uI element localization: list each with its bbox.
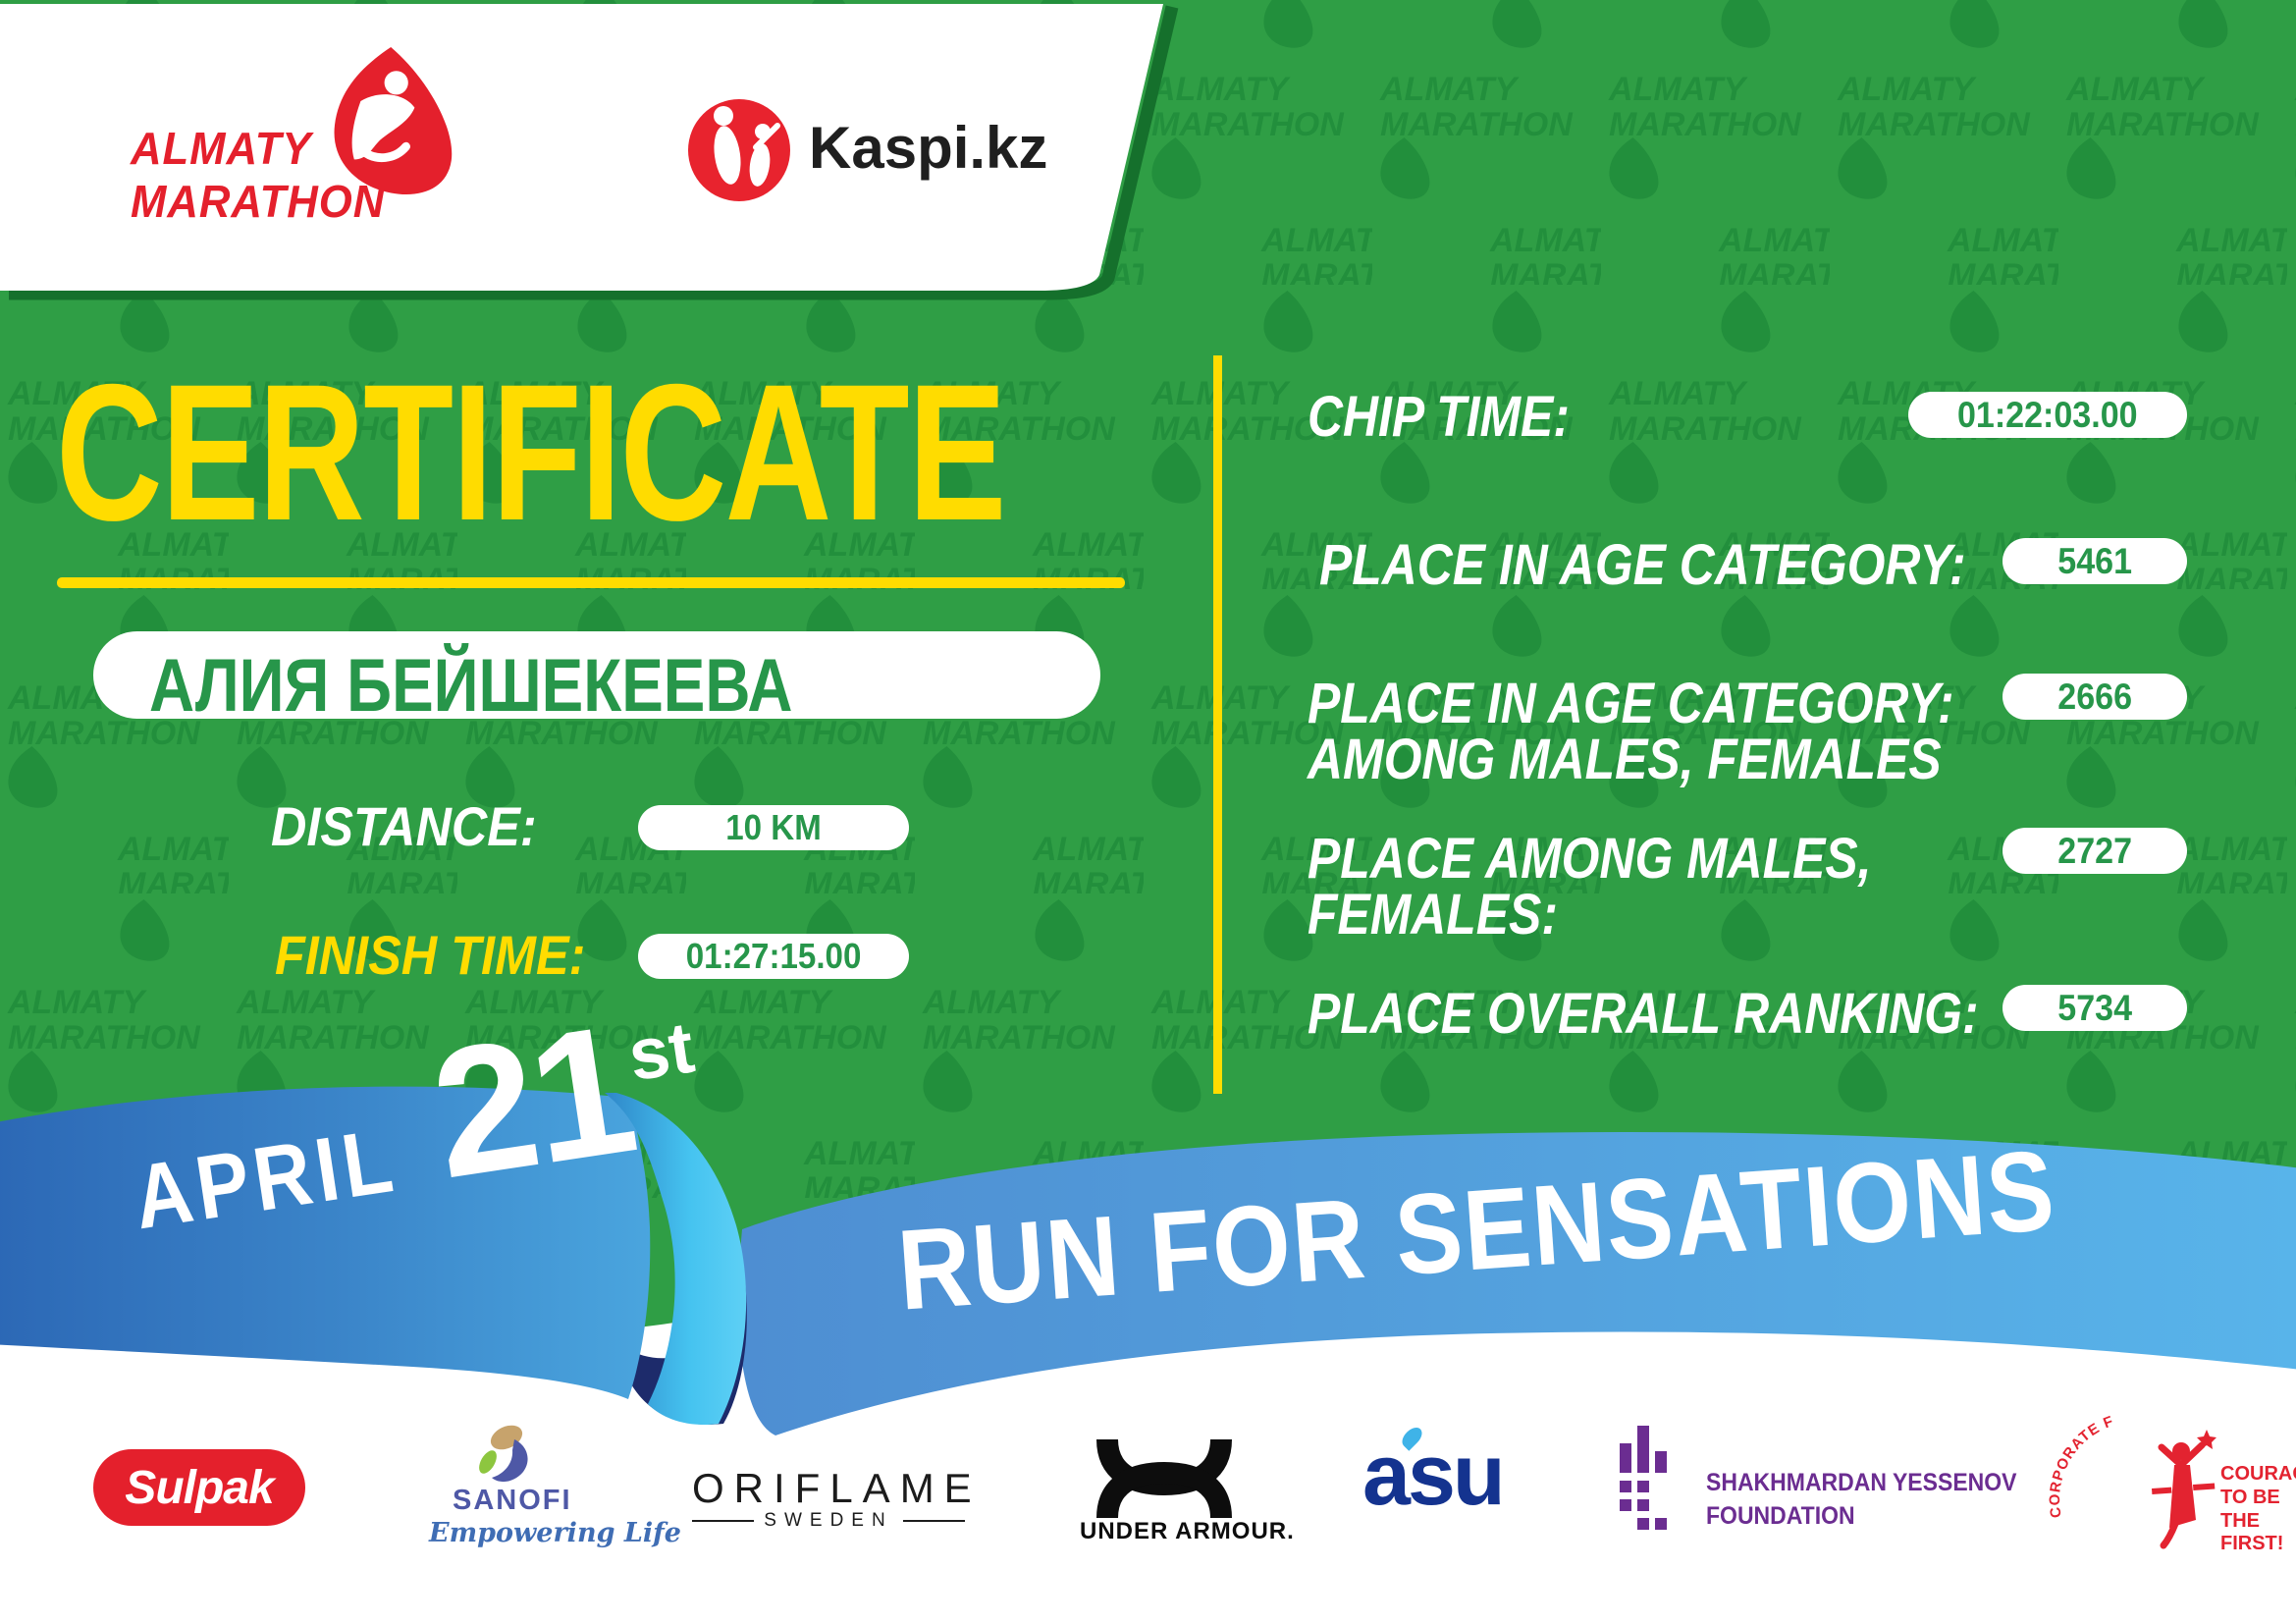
title-underline	[57, 577, 1125, 588]
sulpak-logo-text: Sulpak	[125, 1461, 274, 1514]
age-category-gender-label-line2: AMONG MALES, FEMALES	[1308, 728, 1942, 791]
age-category-pill: 5461	[2002, 538, 2187, 584]
kaspi-icon	[688, 99, 790, 201]
sanofi-icon	[479, 1425, 528, 1483]
place-gender-value: 2727	[2057, 830, 2132, 871]
age-category-gender-label-line1: PLACE IN AGE CATEGORY:	[1308, 672, 1954, 735]
event-date-ordinal: st	[622, 1005, 700, 1097]
age-category-gender-value: 2666	[2057, 676, 2132, 717]
header-shape	[0, 4, 1179, 300]
age-category-value: 5461	[2057, 540, 2132, 581]
almaty-marathon-logo-icon	[334, 47, 453, 195]
finish-time-pill: 01:27:15.00	[638, 934, 909, 979]
certificate-title: CERTIFICATE	[56, 344, 1006, 561]
event-date-day: 21	[420, 987, 645, 1218]
almaty-logo-text-line1: ALMATY	[131, 123, 312, 174]
almaty-logo-text-line2: MARATHON	[131, 176, 386, 227]
kaspi-wordmark: Kaspi.kz	[809, 115, 1048, 181]
distance-label: DISTANCE:	[271, 795, 537, 857]
under-armour-logo-text: UNDER ARMOUR.	[1080, 1518, 1295, 1544]
chip-time-pill: 01:22:03.00	[1908, 392, 2187, 438]
sulpak-logo: Sulpak	[93, 1449, 305, 1526]
sanofi-logo-text: SANOFI	[453, 1485, 572, 1516]
ribbon-banner	[0, 1086, 2296, 1435]
oriflame-dash-right	[902, 1520, 965, 1522]
asu-logo-text: asu	[1362, 1426, 1506, 1523]
oriflame-logo-text: ORIFLAME	[692, 1465, 982, 1511]
age-category-label: PLACE IN AGE CATEGORY:	[1319, 533, 1966, 597]
under-armour-icon	[1096, 1438, 1232, 1519]
distance-pill: 10 KM	[638, 805, 909, 850]
courage-text-line3: THE FIRST!	[2220, 1510, 2284, 1554]
chip-time-label: CHIP TIME:	[1308, 385, 1570, 449]
place-gender-label-line2: FEMALES:	[1308, 883, 1558, 947]
finish-time-value: 01:27:15.00	[685, 936, 862, 976]
courage-text-line2: TO BE	[2220, 1487, 2280, 1508]
overall-ranking-value: 5734	[2057, 987, 2132, 1028]
distance-value: 10 KM	[725, 807, 822, 847]
participant-name: АЛИЯ БЕЙШЕКЕЕВА	[149, 644, 793, 728]
yessenov-foundation-icon	[1620, 1426, 1667, 1530]
yessenov-foundation-line1: SHAKHMARDAN YESSENOV	[1706, 1469, 2017, 1496]
age-category-gender-pill: 2666	[2002, 674, 2187, 720]
overall-ranking-pill: 5734	[2002, 985, 2187, 1031]
finish-time-label: FINISH TIME:	[275, 924, 586, 986]
green-background	[0, 0, 2296, 1342]
yessenov-foundation-line2: FOUNDATION	[1706, 1502, 1855, 1530]
overall-ranking-label: PLACE OVERALL RANKING:	[1308, 982, 1979, 1046]
place-gender-pill: 2727	[2002, 828, 2187, 874]
place-gender-label-line1: PLACE AMONG MALES,	[1308, 827, 1872, 891]
oriflame-sub-text: SWEDEN	[764, 1510, 893, 1531]
courage-text-line1: COURAGE	[2220, 1463, 2296, 1485]
participant-name-pill	[93, 631, 1100, 719]
oriflame-sub-row: SWEDEN	[692, 1510, 965, 1532]
sanofi-tagline: Empowering Life	[429, 1518, 681, 1548]
vertical-divider	[1213, 355, 1222, 1094]
oriflame-dash-left	[692, 1520, 755, 1522]
chip-time-value: 01:22:03.00	[1957, 394, 2138, 435]
